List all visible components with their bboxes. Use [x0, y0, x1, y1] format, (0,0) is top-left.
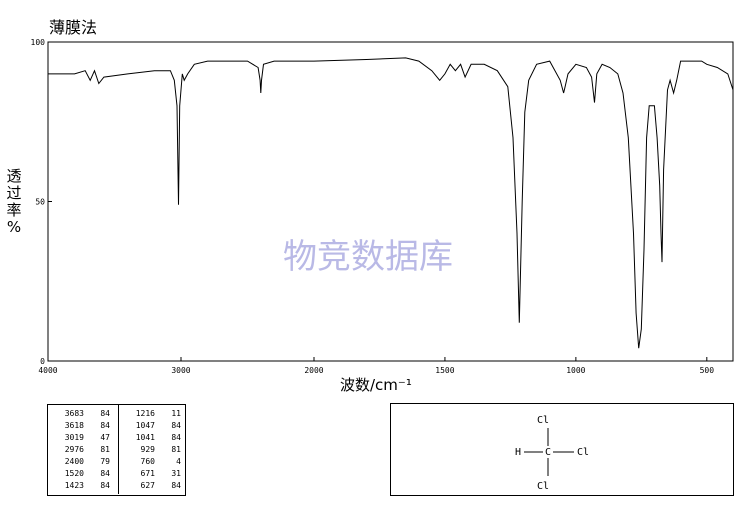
peak-row: 929 81 — [119, 444, 187, 456]
atom-top-cl: Cl — [537, 415, 549, 426]
peak-row: 1041 84 — [119, 432, 187, 444]
x-axis-label: 波数/cm⁻¹ — [340, 376, 412, 394]
y-axis-label: 透 过 率 % — [4, 168, 24, 236]
peak-wavenumber: 760 — [140, 457, 155, 466]
y-tick-label: 50 — [35, 198, 45, 207]
atom-center-c: C — [545, 447, 551, 458]
x-tick-label: 3000 — [171, 366, 190, 375]
y-tick-label: 0 — [40, 357, 45, 366]
y-label-char: 过 — [6, 184, 22, 202]
y-label-char: % — [6, 218, 22, 236]
peak-transmittance: 84 — [100, 409, 110, 418]
structure-box: Cl H C Cl Cl — [390, 403, 734, 496]
atom-right-cl: Cl — [577, 447, 589, 458]
peak-table: 3683 84 3618 84 3019 47 2976 81 2400 79 1520 84 1423… — [47, 404, 186, 496]
peak-wavenumber: 1520 — [64, 469, 84, 478]
peak-row: 1520 84 — [48, 468, 116, 480]
peak-transmittance: 84 — [171, 481, 181, 490]
peak-row: 627 84 — [119, 480, 187, 492]
x-tick-label: 1000 — [566, 366, 585, 375]
peak-transmittance: 4 — [176, 457, 181, 466]
peak-row: 1423 84 — [48, 480, 116, 492]
peak-wavenumber: 1047 — [135, 421, 155, 430]
peak-row: 1047 84 — [119, 420, 187, 432]
peak-wavenumber: 2400 — [64, 457, 84, 466]
peak-transmittance: 84 — [171, 421, 181, 430]
x-tick-label: 2000 — [304, 366, 323, 375]
peak-wavenumber: 627 — [140, 481, 155, 490]
peak-row: 3683 84 — [48, 408, 116, 420]
peak-transmittance: 81 — [100, 445, 110, 454]
structure-diagram: Cl H C Cl Cl — [515, 415, 589, 492]
peak-transmittance: 84 — [100, 421, 110, 430]
peak-transmittance: 84 — [100, 469, 110, 478]
peak-wavenumber: 1216 — [135, 409, 155, 418]
x-axis-ticks: 4000 3000 2000 1500 1000 500 — [38, 357, 714, 375]
atom-left-h: H — [515, 447, 521, 458]
peak-row: 760 4 — [119, 456, 187, 468]
y-axis-ticks: 100 50 0 — [31, 38, 52, 366]
peak-wavenumber: 1423 — [64, 481, 84, 490]
peak-table-column-left: 3683 84 3618 84 3019 47 2976 81 2400 79 1520 84 1423… — [48, 408, 116, 492]
peak-transmittance: 11 — [171, 409, 181, 418]
plot-frame — [47, 41, 734, 362]
y-tick-label: 100 — [31, 38, 46, 47]
peak-wavenumber: 2976 — [64, 445, 84, 454]
y-label-char: 率 — [6, 201, 22, 219]
peak-wavenumber: 929 — [140, 445, 155, 454]
spectrum-line — [48, 57, 734, 349]
x-tick-label: 1500 — [435, 366, 454, 375]
watermark: 物竞数据库 — [283, 237, 453, 277]
peak-wavenumber: 3683 — [64, 409, 84, 418]
peak-row: 2976 81 — [48, 444, 116, 456]
peak-wavenumber: 1041 — [135, 433, 155, 442]
peak-transmittance: 84 — [100, 481, 110, 490]
peak-row: 3618 84 — [48, 420, 116, 432]
peak-row: 2400 79 — [48, 456, 116, 468]
peak-transmittance: 84 — [171, 433, 181, 442]
x-tick-label: 4000 — [38, 366, 57, 375]
peak-row: 1216 11 — [119, 408, 187, 420]
peak-wavenumber: 671 — [140, 469, 155, 478]
y-label-char: 透 — [6, 167, 22, 185]
peak-row: 671 31 — [119, 468, 187, 480]
x-tick-label: 500 — [700, 366, 715, 375]
peak-transmittance: 31 — [171, 469, 181, 478]
peak-transmittance: 81 — [171, 445, 181, 454]
peak-transmittance: 47 — [100, 433, 110, 442]
peak-transmittance: 79 — [100, 457, 110, 466]
peak-wavenumber: 3618 — [64, 421, 84, 430]
atom-bottom-cl: Cl — [537, 481, 549, 492]
peak-row: 3019 47 — [48, 432, 116, 444]
peak-table-column-right: 1216 11 1047 84 1041 84 929 81 760 4 671 31 627 84 — [118, 405, 187, 494]
sampling-method-label: 薄膜法 — [49, 18, 98, 37]
peak-wavenumber: 3019 — [64, 433, 84, 442]
